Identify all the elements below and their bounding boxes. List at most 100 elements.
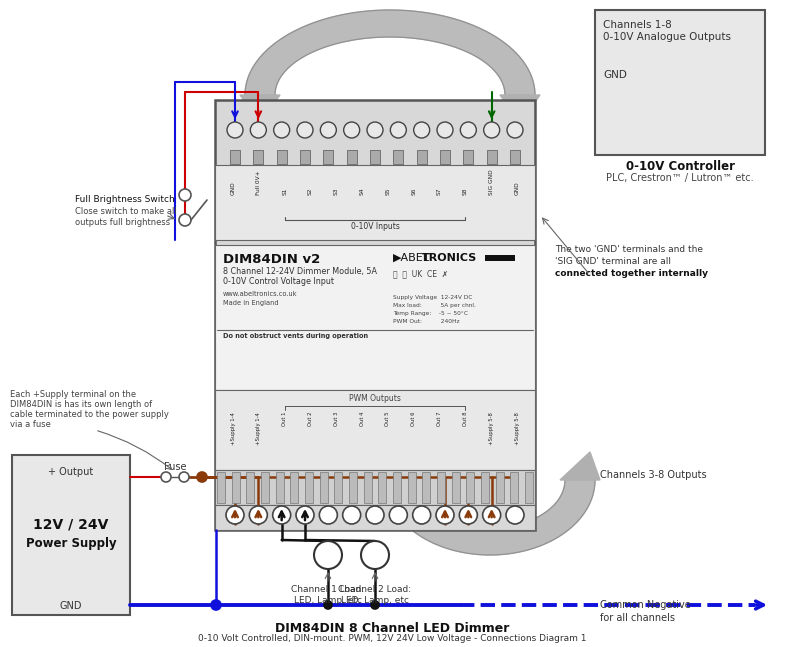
Bar <box>595 10 765 155</box>
Bar <box>215 245 535 390</box>
Circle shape <box>460 122 476 138</box>
Circle shape <box>296 506 314 524</box>
Text: Made in England: Made in England <box>223 300 279 306</box>
Text: PWM Outputs: PWM Outputs <box>349 394 401 403</box>
Bar <box>525 472 533 503</box>
Text: GND: GND <box>603 70 627 80</box>
Bar <box>393 472 401 503</box>
Text: DIM84DIN is has its own length of: DIM84DIN is has its own length of <box>10 400 152 409</box>
Text: Fuse: Fuse <box>164 462 186 472</box>
Text: Out 4: Out 4 <box>360 412 364 426</box>
Text: via a fuse: via a fuse <box>10 420 51 429</box>
Text: Channels 1-8: Channels 1-8 <box>603 20 672 30</box>
Text: +Supply 5-8: +Supply 5-8 <box>489 412 494 445</box>
Text: 0-10V Controller: 0-10V Controller <box>626 160 735 173</box>
Circle shape <box>506 506 524 524</box>
Polygon shape <box>240 95 280 123</box>
Circle shape <box>343 506 360 524</box>
Bar <box>481 472 489 503</box>
Bar <box>370 150 380 164</box>
Text: Out 8: Out 8 <box>463 412 468 426</box>
Circle shape <box>389 506 407 524</box>
Bar <box>440 150 450 164</box>
Text: Out 7: Out 7 <box>437 412 442 426</box>
Bar <box>261 472 269 503</box>
Text: Close switch to make all: Close switch to make all <box>75 207 177 216</box>
Bar <box>246 472 254 503</box>
Bar <box>319 472 327 503</box>
Text: +Supply 1-4: +Supply 1-4 <box>257 412 261 445</box>
Circle shape <box>436 506 454 524</box>
Text: 0-10V Control Voltage Input: 0-10V Control Voltage Input <box>223 277 334 286</box>
Text: 0-10 Volt Controlled, DIN-mount. PWM, 12V 24V Low Voltage - Connections Diagram : 0-10 Volt Controlled, DIN-mount. PWM, 12… <box>198 634 586 643</box>
Bar <box>215 470 535 505</box>
Text: GND: GND <box>231 181 236 195</box>
Circle shape <box>366 506 384 524</box>
Text: Ⓤ  Ⓤ  UK  CE  ✗: Ⓤ Ⓤ UK CE ✗ <box>393 269 448 278</box>
Bar <box>300 150 310 164</box>
Bar <box>12 455 130 615</box>
Circle shape <box>179 472 189 482</box>
Bar <box>276 472 283 503</box>
Text: Max load:          5A per chnl.: Max load: 5A per chnl. <box>393 303 476 308</box>
Text: S8: S8 <box>463 188 468 195</box>
Text: S2: S2 <box>308 188 313 195</box>
Text: Temp Range:    -5 ~ 50°C: Temp Range: -5 ~ 50°C <box>393 311 468 316</box>
Bar <box>323 150 334 164</box>
Text: GND: GND <box>60 601 82 611</box>
Text: PWM Out:          240Hz: PWM Out: 240Hz <box>393 319 460 324</box>
Circle shape <box>161 472 171 482</box>
Circle shape <box>250 122 266 138</box>
Bar <box>466 472 474 503</box>
Circle shape <box>437 122 453 138</box>
Bar <box>485 255 515 261</box>
Text: Out 1: Out 1 <box>282 412 287 426</box>
Text: SIG GND: SIG GND <box>489 170 494 195</box>
Text: 8 Channel 12-24V Dimmer Module, 5A: 8 Channel 12-24V Dimmer Module, 5A <box>223 267 377 276</box>
Circle shape <box>314 541 342 569</box>
Bar <box>393 150 403 164</box>
Polygon shape <box>560 452 600 480</box>
Text: Channels 3-8 Outputs: Channels 3-8 Outputs <box>600 470 706 480</box>
Text: Each +Supply terminal on the: Each +Supply terminal on the <box>10 390 136 399</box>
Text: Common Negative: Common Negative <box>600 600 691 610</box>
Text: + Output: + Output <box>49 467 93 477</box>
Bar <box>378 472 386 503</box>
Polygon shape <box>385 480 595 555</box>
Circle shape <box>179 189 191 201</box>
Circle shape <box>507 122 523 138</box>
Text: Out 6: Out 6 <box>411 412 416 426</box>
Text: Channel 1 Load:: Channel 1 Load: <box>291 585 364 594</box>
Bar <box>215 505 535 530</box>
Bar <box>254 150 263 164</box>
Text: 0-10V Analogue Outputs: 0-10V Analogue Outputs <box>603 32 731 42</box>
Bar <box>347 150 356 164</box>
Circle shape <box>211 600 221 610</box>
Bar <box>422 472 430 503</box>
Bar <box>215 100 535 530</box>
Text: +Supply 1-4: +Supply 1-4 <box>231 412 236 445</box>
Circle shape <box>484 122 500 138</box>
Bar <box>232 472 239 503</box>
Text: LED, Lamp, etc: LED, Lamp, etc <box>341 596 409 605</box>
Circle shape <box>367 122 383 138</box>
Polygon shape <box>500 95 540 123</box>
Circle shape <box>361 541 389 569</box>
Bar <box>215 390 535 470</box>
Text: Supply Voltage  12-24V DC: Supply Voltage 12-24V DC <box>393 295 473 300</box>
Bar <box>230 150 240 164</box>
Bar <box>407 472 416 503</box>
Bar <box>463 150 473 164</box>
Text: PLC, Crestron™ / Lutron™ etc.: PLC, Crestron™ / Lutron™ etc. <box>606 173 754 183</box>
Bar <box>510 150 520 164</box>
Text: www.abeltronics.co.uk: www.abeltronics.co.uk <box>223 291 298 297</box>
Text: Do not obstruct vents during operation: Do not obstruct vents during operation <box>223 333 368 339</box>
Circle shape <box>390 122 407 138</box>
Bar <box>276 150 287 164</box>
Circle shape <box>459 506 477 524</box>
Bar <box>510 472 518 503</box>
Text: connected together internally: connected together internally <box>555 269 708 278</box>
Circle shape <box>197 472 207 482</box>
Bar <box>437 472 445 503</box>
Text: S4: S4 <box>360 188 364 195</box>
